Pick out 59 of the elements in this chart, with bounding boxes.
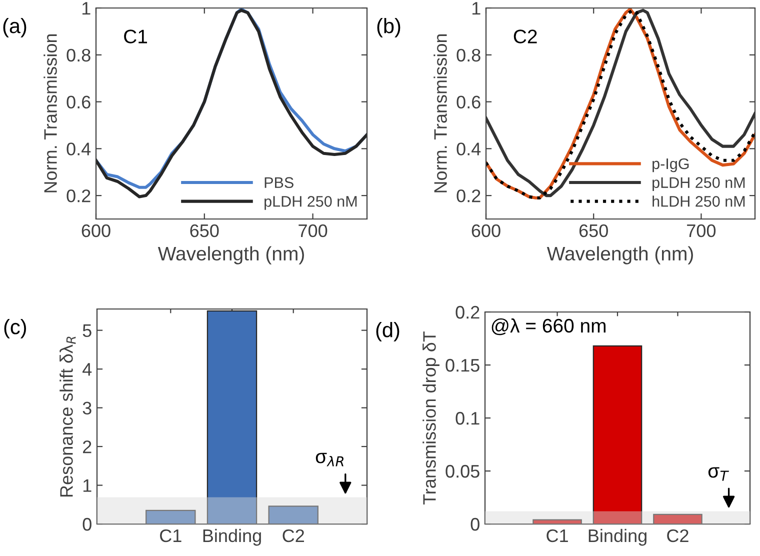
annotation: C1	[124, 30, 148, 44]
y-tick-label: 0.4	[66, 142, 91, 156]
y-tick-label: 0.2	[66, 189, 90, 202]
bar	[206, 310, 258, 524]
legend-label: pLDH 250 nM	[652, 177, 745, 192]
y-tick-label: 1	[472, 2, 480, 15]
x-tick-label: C2	[282, 529, 304, 542]
y-tick-label: 0.6	[66, 96, 90, 108]
legend-label: pLDH 250 nM	[264, 196, 357, 210]
x-tick-label: 700	[298, 224, 328, 238]
x-tick-label: 650	[190, 224, 219, 238]
bar	[146, 510, 196, 524]
x-tick-label: C1	[160, 529, 182, 542]
x-tick-label: C1	[546, 529, 568, 542]
band-label: σ$_{T}$	[708, 467, 729, 481]
y-tick-label: 0.1	[456, 412, 480, 425]
legend-label: hLDH 250 nM	[652, 196, 745, 207]
text: (b)	[377, 18, 400, 38]
x-tick-label: 650	[579, 224, 608, 238]
bar	[653, 514, 702, 524]
x-tick-label: C2	[667, 529, 688, 542]
x-axis-title: Wavelength (nm)	[546, 246, 693, 264]
y-tick-label: 0.2	[456, 306, 480, 319]
y-tick-label: 4	[82, 363, 92, 376]
y-tick-label: 1	[83, 479, 92, 492]
y-tick-label: 0.15	[446, 358, 480, 372]
y-tick-label: 2	[83, 440, 92, 454]
y-tick-label: 3	[82, 402, 92, 415]
x-tick-label: 600	[472, 224, 500, 238]
y-tick-label: 0.05	[446, 464, 480, 478]
y-tick-label: 0.8	[66, 48, 90, 62]
y-axis-title: Transmission drop δT	[422, 331, 440, 505]
y-tick-label: 0.6	[456, 96, 480, 108]
bar	[592, 345, 642, 524]
bar	[532, 519, 582, 524]
y-tick-label: 0	[470, 518, 480, 531]
y-axis-title: Resonance shift δλ$_{R}$	[60, 336, 76, 497]
y-tick-label: 0.4	[456, 142, 481, 156]
annotation: C2	[514, 30, 537, 44]
y-axis-title: Norm. Transmission	[434, 34, 447, 192]
x-tick-label: 600	[82, 224, 110, 238]
y-tick-label: 0.8	[456, 48, 480, 62]
bar	[268, 506, 318, 524]
y-tick-label: 0.2	[456, 189, 480, 202]
band-label: σ$_{λR}$	[316, 452, 344, 466]
text: (d)	[376, 322, 400, 342]
y-axis-title: Norm. Transmission	[44, 34, 57, 192]
annotation: @λ = 660 nm	[492, 318, 606, 336]
x-axis-title: Wavelength (nm)	[158, 246, 304, 264]
text: (a)	[3, 18, 26, 38]
x-tick-label: 700	[687, 224, 716, 238]
y-tick-label: 1	[82, 2, 90, 15]
x-tick-label: Binding	[203, 528, 261, 546]
x-tick-label: Binding	[588, 528, 646, 546]
text: (c)	[4, 319, 26, 338]
legend-label: p-IgG	[652, 158, 689, 172]
y-tick-label: 5	[82, 324, 92, 338]
y-tick-label: 0	[82, 518, 92, 531]
legend-label: PBS	[264, 177, 294, 188]
